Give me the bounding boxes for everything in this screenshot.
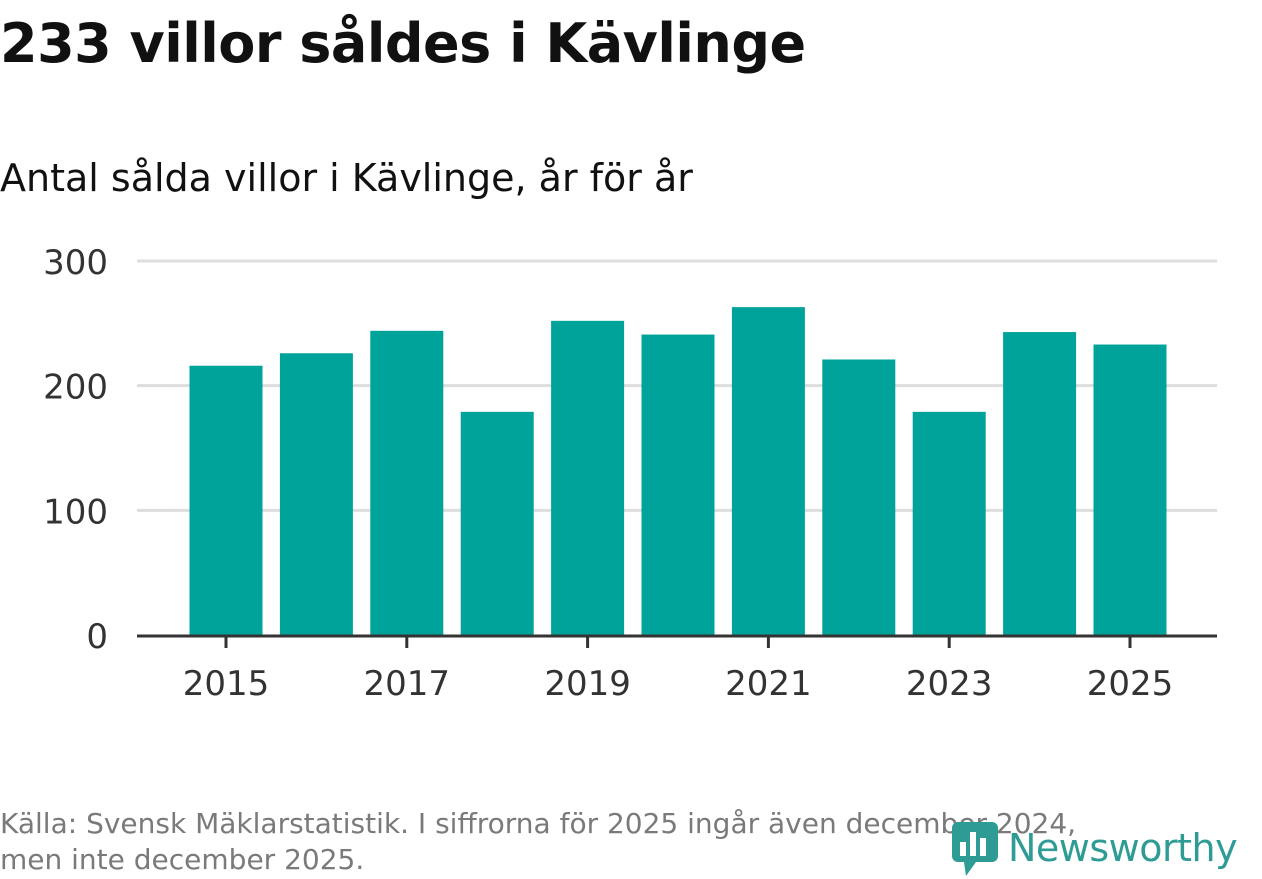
- bar-2025: [1093, 344, 1167, 635]
- x-tick-label: 2015: [183, 664, 270, 704]
- newsworthy-logo: Newsworthy: [950, 818, 1238, 878]
- source-note-line-2: men inte december 2025.: [0, 843, 365, 876]
- chart-title: 233 villor såldes i Kävlinge: [0, 12, 806, 75]
- bar-2024: [1003, 332, 1077, 635]
- bar-2022: [822, 359, 896, 635]
- y-tick-label: 100: [43, 492, 108, 532]
- bar-2023: [912, 411, 986, 635]
- x-tick-label: 2025: [1087, 664, 1174, 704]
- x-tick-label: 2019: [544, 664, 631, 704]
- x-tick-label: 2021: [725, 664, 812, 704]
- bar-2018: [460, 411, 534, 635]
- y-tick-label: 0: [86, 617, 108, 657]
- x-tick-label: 2017: [364, 664, 451, 704]
- y-tick-label: 200: [43, 368, 108, 408]
- newsworthy-logo-text: Newsworthy: [1008, 826, 1238, 870]
- source-note-line-1: Källa: Svensk Mäklarstatistik. I siffror…: [0, 807, 1077, 840]
- bar-2016: [279, 353, 353, 635]
- bar-chart: 0 100 200 300 2015 2017 2019 2021 2023 2025: [43, 243, 1217, 704]
- bar-2021: [731, 307, 805, 635]
- bar-2017: [370, 330, 444, 635]
- source-note: Källa: Svensk Mäklarstatistik. I siffror…: [0, 806, 1200, 878]
- bar-2020: [641, 334, 715, 635]
- chart-subtitle: Antal sålda villor i Kävlinge, år för år: [0, 156, 693, 200]
- newsworthy-logo-icon: [952, 822, 998, 876]
- bar-2019: [551, 320, 625, 635]
- y-tick-label: 300: [43, 243, 108, 283]
- bar-2015: [189, 365, 263, 635]
- x-tick-label: 2023: [906, 664, 993, 704]
